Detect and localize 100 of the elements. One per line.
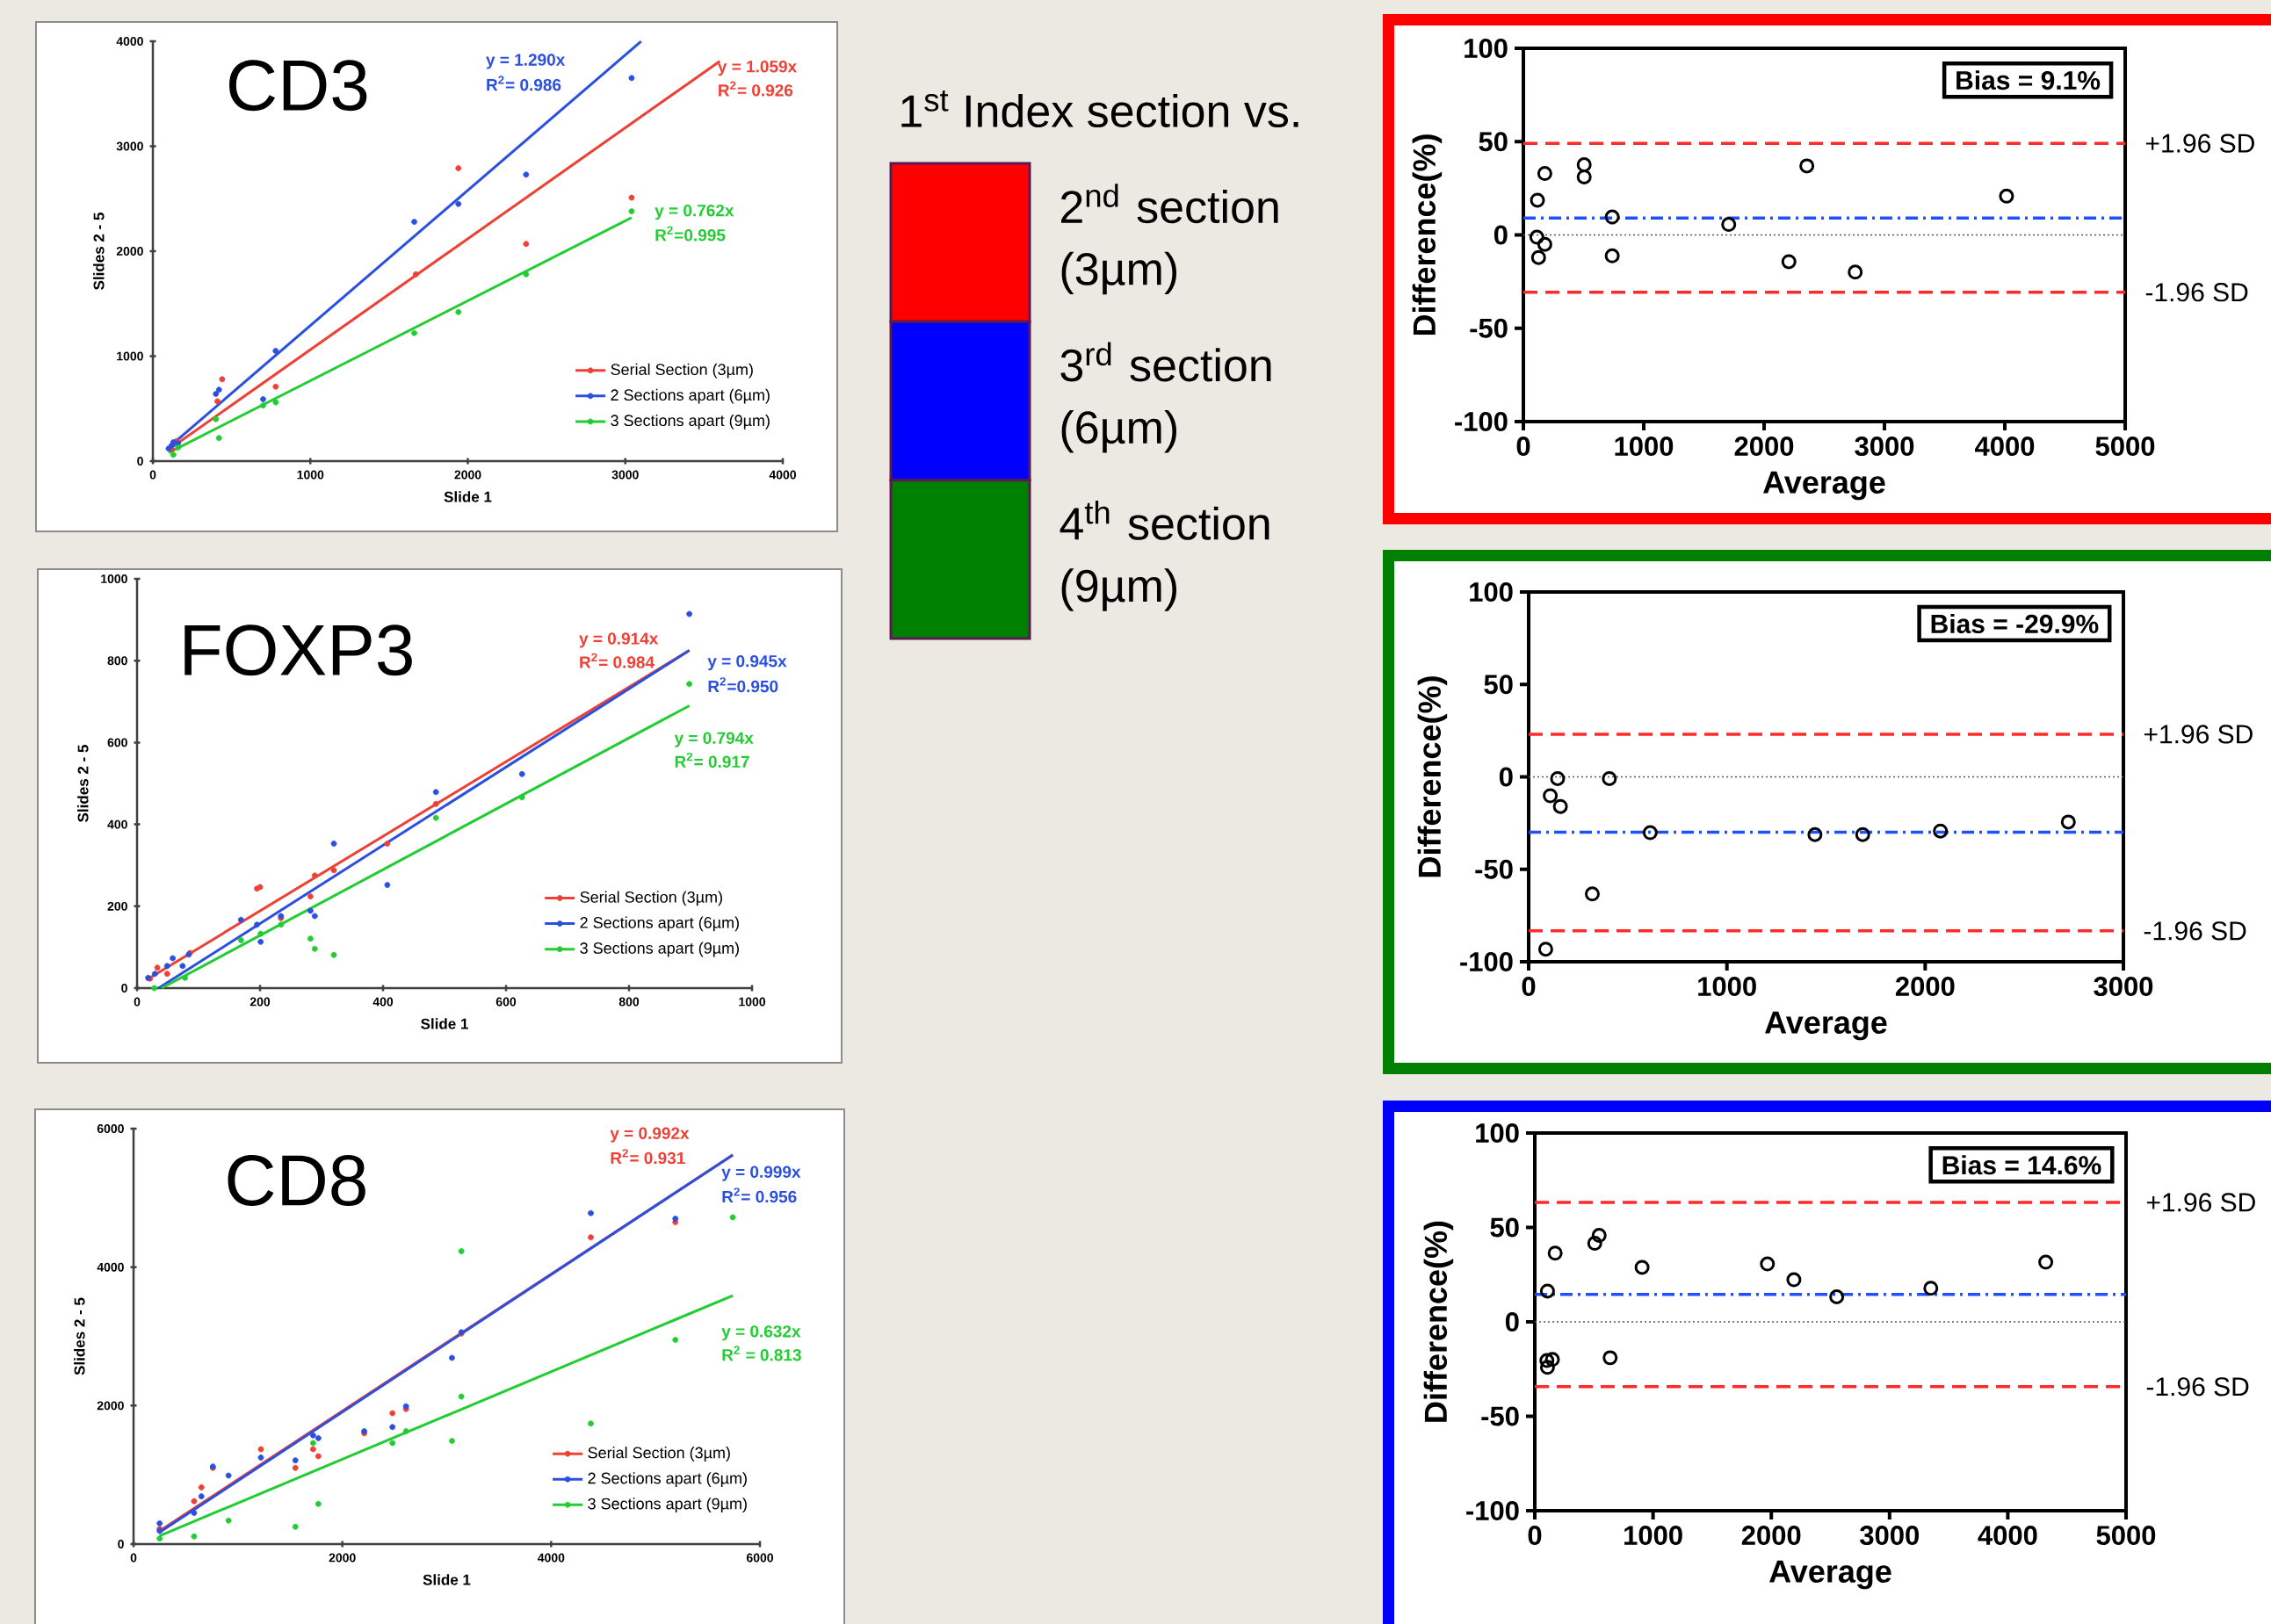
y-tick-label: 100 — [1465, 39, 1508, 58]
y-tick-label: 0 — [137, 457, 143, 466]
x-tick-label: 3000 — [1855, 437, 1914, 457]
x-tick-label: 1000 — [1698, 977, 1756, 997]
annotation: Bias = 14.6% — [1942, 1155, 2101, 1175]
x-tick-label: 400 — [372, 997, 394, 1007]
y-tick-label: 800 — [107, 656, 127, 666]
annotation: R$^{2}$= 0.986 — [487, 76, 561, 91]
y-tick-label: 4000 — [116, 37, 143, 46]
y-tick-label: 4000 — [97, 1262, 124, 1272]
x-tick-label: 600 — [495, 997, 517, 1007]
x-tick-label: 4000 — [1978, 1526, 2037, 1546]
x-tick-label: 2000 — [454, 470, 481, 480]
x-axis-title: Average — [1765, 1011, 1887, 1041]
x-tick-label: 200 — [250, 997, 271, 1007]
chart-title: FOXP3 — [184, 624, 412, 676]
x-tick-label: 0 — [149, 470, 156, 480]
y-tick-label: 1000 — [101, 574, 127, 583]
x-axis-title: Slide 1 — [421, 1018, 468, 1029]
y-tick-label: 2000 — [116, 247, 143, 256]
x-tick-label: 5000 — [2095, 437, 2155, 457]
x-tick-label: 2000 — [1895, 977, 1955, 997]
y-axis-title: Slides 2 - 5 — [74, 1297, 85, 1375]
x-axis-title: Slide 1 — [423, 1574, 471, 1585]
legend-label: 2 Sections apart (6µm) — [611, 388, 770, 404]
y-tick-label: 0 — [1499, 767, 1513, 787]
annotation: Bias = 9.1% — [1956, 70, 2101, 90]
x-tick-label: 6000 — [746, 1553, 773, 1563]
annotation: R$^{2}$= 0.917 — [675, 752, 749, 769]
annotation: R$^{2}$= 0.931 — [611, 1149, 685, 1165]
x-tick-label: 2000 — [1741, 1526, 1801, 1546]
legend-label: 2 Sections apart (6µm) — [580, 916, 739, 932]
legend-label: Serial Section (3µm) — [580, 891, 722, 906]
legend-label: Serial Section (3µm) — [611, 363, 753, 379]
x-tick-label: 3000 — [2094, 977, 2153, 997]
y-tick-label: 100 — [1476, 1123, 1519, 1144]
ref-line-label: +1.96 SD — [2145, 134, 2254, 153]
y-tick-label: -50 — [1470, 318, 1508, 338]
annotation: R$^{2}$=0.995 — [655, 226, 726, 242]
category-label: 4$^{th}$ section (9µm) — [1060, 500, 1269, 611]
x-tick-label: 1000 — [297, 470, 324, 480]
x-tick-label: 5000 — [2096, 1526, 2156, 1546]
x-tick-label: 0 — [1522, 977, 1536, 997]
y-axis-title: Difference(%) — [1423, 1221, 1454, 1422]
y-tick-label: -100 — [1455, 412, 1508, 431]
y-tick-label: 100 — [1470, 582, 1513, 602]
x-tick-label: 1000 — [1624, 1526, 1682, 1546]
annotation: y = 0.945x — [707, 654, 787, 671]
legend-label: Serial Section (3µm) — [588, 1447, 730, 1462]
y-tick-label: -50 — [1475, 859, 1513, 879]
x-tick-label: 2000 — [329, 1553, 356, 1563]
annotation: y = 0.632x — [721, 1325, 801, 1341]
annotation: y = 1.290x — [486, 54, 566, 69]
annotation: R$^{2}$ = 0.813 — [722, 1346, 801, 1361]
x-axis-title: Slide 1 — [444, 491, 492, 502]
chart-title: CD3 — [229, 60, 367, 112]
x-tick-label: 3000 — [1860, 1526, 1920, 1546]
y-tick-label: 600 — [107, 738, 127, 747]
x-tick-label: 4000 — [1975, 437, 2035, 457]
x-tick-label: 4000 — [537, 1553, 565, 1563]
y-axis-title: Difference(%) — [1417, 676, 1448, 877]
annotation: y = 0.794x — [674, 732, 754, 747]
x-tick-label: 1000 — [739, 997, 766, 1007]
annotation: y = 1.059x — [717, 61, 798, 76]
y-tick-label: -100 — [1460, 952, 1513, 971]
annotation: y = 0.992x — [610, 1127, 690, 1143]
y-tick-label: 1000 — [117, 351, 143, 361]
y-axis-title: Slides 2 - 5 — [93, 213, 105, 290]
y-tick-label: 400 — [107, 819, 127, 829]
annotation: R$^{2}$=0.950 — [708, 677, 778, 693]
legend-label: 3 Sections apart (9µm) — [588, 1498, 747, 1512]
chart-title: CD8 — [228, 1154, 365, 1207]
y-tick-label: 6000 — [97, 1124, 124, 1133]
ref-line-label: -1.96 SD — [2146, 1377, 2249, 1397]
text: 1$^{st}$ Index section vs. — [901, 90, 1298, 128]
x-tick-label: 3000 — [611, 470, 639, 480]
annotation: y = 0.914x — [579, 632, 659, 648]
x-axis-title: Average — [1763, 471, 1885, 501]
y-tick-label: 50 — [1490, 1217, 1519, 1238]
annotation: R$^{2}$= 0.984 — [580, 653, 655, 668]
annotation: Bias = -29.9% — [1931, 614, 2099, 634]
category-label: 2$^{nd}$ section (3µm) — [1061, 184, 1278, 295]
legend-label: 2 Sections apart (6µm) — [588, 1472, 747, 1487]
y-tick-label: 200 — [107, 901, 127, 911]
annotation: y = 0.999x — [721, 1166, 801, 1181]
y-axis-title: Difference(%) — [1412, 134, 1443, 336]
x-tick-label: 800 — [618, 997, 640, 1007]
ref-line-label: +1.96 SD — [2144, 725, 2253, 744]
y-tick-label: 50 — [1484, 675, 1513, 695]
y-tick-label: -50 — [1481, 1406, 1519, 1426]
x-tick-label: 0 — [1528, 1526, 1542, 1546]
ref-line-label: +1.96 SD — [2146, 1193, 2255, 1212]
ref-line-label: -1.96 SD — [2145, 283, 2248, 302]
ref-line-label: -1.96 SD — [2144, 921, 2246, 941]
annotation: R$^{2}$= 0.926 — [719, 81, 793, 97]
x-tick-label: 1000 — [1615, 437, 1674, 457]
y-tick-label: 0 — [1505, 1312, 1519, 1332]
x-tick-label: 2000 — [1734, 437, 1794, 457]
legend-label: 3 Sections apart (9µm) — [611, 414, 770, 429]
legend-label: 3 Sections apart (9µm) — [580, 942, 739, 957]
